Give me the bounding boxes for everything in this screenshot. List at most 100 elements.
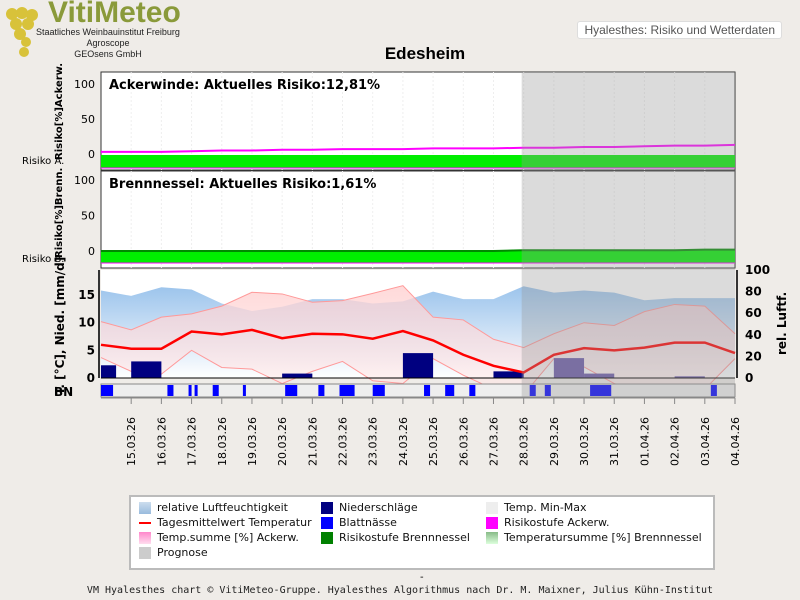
y-tick-label: 0 <box>88 148 95 161</box>
risk-panel-0 <box>100 71 736 171</box>
legend-swatch-icon <box>486 501 498 514</box>
leaf-wetness-bar <box>285 385 298 396</box>
legend-item: Prognose <box>139 546 208 559</box>
legend-label: Temp.summe [%] Ackerw. <box>157 531 299 544</box>
logo-line: Staatliches Weinbauinstitut Freiburg <box>36 27 180 37</box>
legend-label: relative Luftfeuchtigkeit <box>157 501 288 514</box>
precip-bar <box>674 376 705 378</box>
y-tick-label: 100 <box>74 174 95 187</box>
legend-item: Temperatursumme [%] Brennnessel <box>486 531 702 544</box>
y2-tick-label: 0 <box>745 371 753 385</box>
x-tick-label: 04.04.26 <box>729 417 742 466</box>
leaf-wetness-bar <box>372 385 385 396</box>
panel-title: Brennnessel: Aktuelles Risiko:1,61% <box>109 177 376 192</box>
risk-level-bar <box>101 155 735 168</box>
x-tick-label: 01.04.26 <box>638 417 651 466</box>
app-title: Hyalesthes: Risiko und Wetterdaten <box>577 21 782 39</box>
logo-line: Agroscope <box>86 38 130 48</box>
legend-swatch-icon <box>486 531 498 544</box>
precip-bar <box>584 373 615 378</box>
x-tick-label: 31.03.26 <box>608 417 621 466</box>
precip-bar <box>101 365 117 378</box>
leaf-wetness-bar <box>242 385 246 396</box>
prognose-shading <box>521 72 735 397</box>
risk-percent-line <box>101 248 735 252</box>
leaf-wetness-bar <box>318 385 325 396</box>
legend-item: Blattnässe <box>321 516 397 529</box>
precip-bar <box>402 353 434 378</box>
legend-label: Blattnässe <box>339 516 397 529</box>
leaf-wetness-bar <box>194 385 198 396</box>
risk-level-bar <box>101 250 735 263</box>
legend-item: Risikostufe Brennnessel <box>321 531 470 544</box>
y-tick-label: 5 <box>87 343 95 357</box>
x-tick-label: 03.04.26 <box>699 417 712 466</box>
leaf-wetness-bar <box>469 385 476 396</box>
precip-bar <box>282 373 313 378</box>
y-tick-label: 100 <box>74 78 95 91</box>
x-tick-label: 24.03.26 <box>397 417 410 466</box>
legend-swatch-icon <box>321 531 333 544</box>
precip-bar <box>493 371 524 378</box>
legend-label: Temp. Min-Max <box>504 501 587 514</box>
x-tick-label: 27.03.26 <box>487 417 500 466</box>
y2-tick-label: 20 <box>745 349 762 363</box>
leaf-wetness-bar <box>445 385 455 396</box>
legend-item: Risikostufe Ackerw. <box>486 516 609 529</box>
leaf-wetness-bar <box>544 385 551 396</box>
legend-item: relative Luftfeuchtigkeit <box>139 501 288 514</box>
x-tick-label: 28.03.26 <box>518 417 531 466</box>
y-tick-label: 0 <box>87 371 95 385</box>
chart-title: Edesheim <box>384 44 466 63</box>
legend-label: Niederschläge <box>339 501 418 514</box>
y2-tick-label: 60 <box>745 306 762 320</box>
legend-swatch-icon <box>321 501 333 514</box>
x-tick-label: 17.03.26 <box>186 417 199 466</box>
panel-title: Ackerwinde: Aktuelles Risiko:12,81% <box>109 78 380 93</box>
x-tick-label: 16.03.26 <box>155 417 168 466</box>
x-tick-label: 25.03.26 <box>427 417 440 466</box>
leaf-wetness-bar <box>101 385 114 396</box>
y-tick-label: 50 <box>81 113 95 126</box>
y-tick-label: 50 <box>81 210 95 223</box>
legend-item: Temp. Min-Max <box>486 501 587 514</box>
legend: relative Luftfeuchtigkeit Niederschläge Te… <box>129 495 715 570</box>
x-tick-label: 20.03.26 <box>276 417 289 466</box>
legend-item: Tagesmittelwert Temperatur <box>139 516 312 529</box>
legend-label: Risikostufe Brennnessel <box>339 531 470 544</box>
legend-label: Prognose <box>157 546 208 559</box>
y-tick-label: 0 <box>88 245 95 258</box>
temp-mean-line <box>100 328 736 374</box>
temp-min-max-area <box>101 285 735 395</box>
x-tick-label: 18.03.26 <box>216 417 229 466</box>
panel-y-label: Risiko[%]Ackerw. <box>54 63 65 160</box>
legend-item: Temp.summe [%] Ackerw. <box>139 531 299 544</box>
legend-item: Niederschläge <box>321 501 418 514</box>
y2-tick-label: 80 <box>745 285 762 299</box>
precip-bar <box>131 361 162 378</box>
legend-label: Tagesmittelwert Temperatur <box>157 516 312 529</box>
x-tick-label: 02.04.26 <box>669 417 682 466</box>
y2-axis-label: rel. Luftf. <box>775 292 789 355</box>
panel-y-label: Risiko[%]Brenn. <box>54 168 65 258</box>
x-tick-label: 21.03.26 <box>306 417 319 466</box>
legend-swatch-icon <box>139 521 151 524</box>
risk-percent-line <box>101 143 736 153</box>
x-tick-label: 19.03.26 <box>246 417 259 466</box>
footer-credit: VM Hyalesthes chart © VitiMeteo-Gruppe. … <box>86 585 714 596</box>
logo-line: GEOsens GmbH <box>74 49 142 59</box>
x-tick-label: 22.03.26 <box>337 417 350 466</box>
leaf-wetness-bar <box>167 385 174 396</box>
footer-dash: - <box>420 572 424 583</box>
legend-label: Risikostufe Ackerw. <box>504 516 610 529</box>
y-tick-label: 10 <box>78 316 95 330</box>
legend-swatch-icon <box>139 501 151 514</box>
legend-swatch-icon <box>139 531 151 544</box>
y-axis-label: T. [°C], Nied. [mm/d] <box>53 257 67 395</box>
leaf-wetness-bar <box>710 385 717 396</box>
legend-swatch-icon <box>139 546 151 559</box>
leaf-wetness-bar <box>424 385 431 396</box>
leaf-wetness-bar <box>529 385 536 396</box>
panel-side-label: Risiko B. <box>22 254 65 265</box>
